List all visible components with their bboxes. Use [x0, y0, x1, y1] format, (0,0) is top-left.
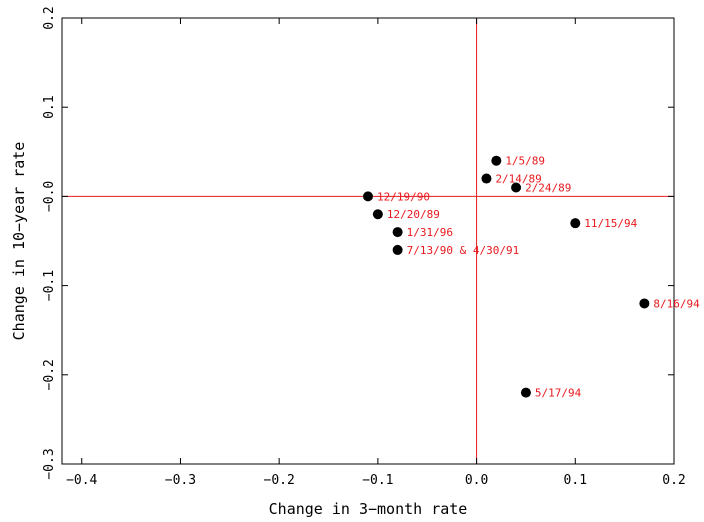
x-tick-label: 0.2: [662, 473, 685, 488]
data-point-label: 8/16/94: [653, 297, 700, 310]
plot-frame: [61, 17, 675, 465]
data-point-label: 12/20/89: [387, 208, 440, 221]
data-point: [392, 227, 403, 238]
y-tick-label: −0.0: [42, 181, 57, 212]
data-point-label: 1/31/96: [407, 226, 453, 239]
x-tick-label: −0.3: [165, 473, 196, 488]
y-tick-label: 0.2: [42, 6, 57, 29]
point-labels: 1/5/89 2/14/892/24/89 12/19/90 12/20/89 1/31…: [377, 155, 700, 400]
data-point: [511, 182, 522, 193]
data-point-label: 12/19/90: [377, 190, 430, 203]
data-point: [372, 209, 383, 220]
x-tick-label: −0.2: [264, 473, 295, 488]
x-tick-label: −0.4: [66, 473, 97, 488]
axis-ticks: [62, 17, 675, 465]
data-point-label: 7/13/90 & 4/30/91: [407, 244, 520, 257]
data-point-label: 11/15/94: [584, 217, 637, 230]
reference-lines: [62, 18, 674, 464]
data-points: [363, 155, 650, 398]
data-point: [520, 387, 531, 398]
data-point-label: 2/24/89: [525, 181, 571, 194]
data-point: [639, 298, 650, 309]
y-axis-title: Change in 10−year rate: [10, 142, 28, 341]
data-point-label: 2/14/89: [495, 173, 541, 186]
data-point: [491, 155, 502, 166]
y-tick-label: 0.1: [42, 95, 57, 118]
data-point-label: 1/5/89: [505, 155, 545, 168]
x-tick-label: 0.1: [564, 473, 587, 488]
y-tick-label: −0.1: [42, 270, 57, 301]
y-tick-label: −0.3: [42, 448, 57, 479]
tick-labels: −0.4 −0.3 −0.2 −0.1 0.0 0.1 0.2 −0.3 −0.2 −0.1 −0.…: [42, 6, 686, 488]
data-point: [481, 173, 492, 184]
x-tick-label: 0.0: [465, 473, 488, 488]
x-axis-title: Change in 3−month rate: [269, 500, 468, 518]
data-point: [570, 218, 581, 229]
x-tick-label: −0.1: [362, 473, 393, 488]
data-point-label: 5/17/94: [535, 387, 582, 400]
y-tick-label: −0.2: [42, 359, 57, 390]
data-point: [363, 191, 373, 202]
data-point: [392, 244, 403, 255]
